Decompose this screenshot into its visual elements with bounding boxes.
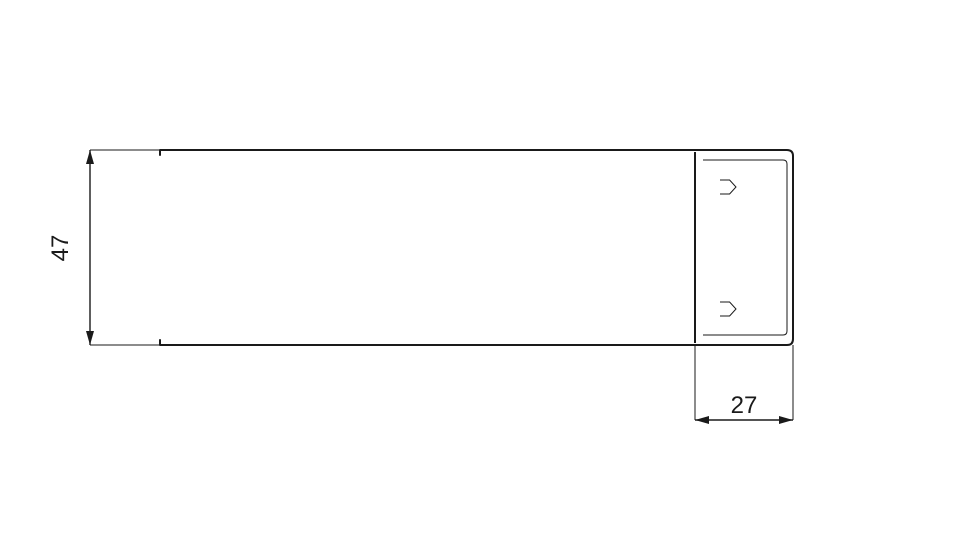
dim-value-height: 47 [47, 235, 74, 262]
clip-tab-1 [720, 180, 736, 194]
technical-drawing: 47 27 [0, 0, 960, 540]
dim-value-width: 27 [731, 392, 758, 419]
dim-arrow [86, 331, 94, 345]
clip-tab-2 [720, 302, 736, 316]
dim-arrow [695, 416, 709, 424]
bracket-outline [160, 150, 793, 345]
dim-arrow [779, 416, 793, 424]
cap-inner [703, 160, 787, 335]
dim-arrow [86, 150, 94, 164]
